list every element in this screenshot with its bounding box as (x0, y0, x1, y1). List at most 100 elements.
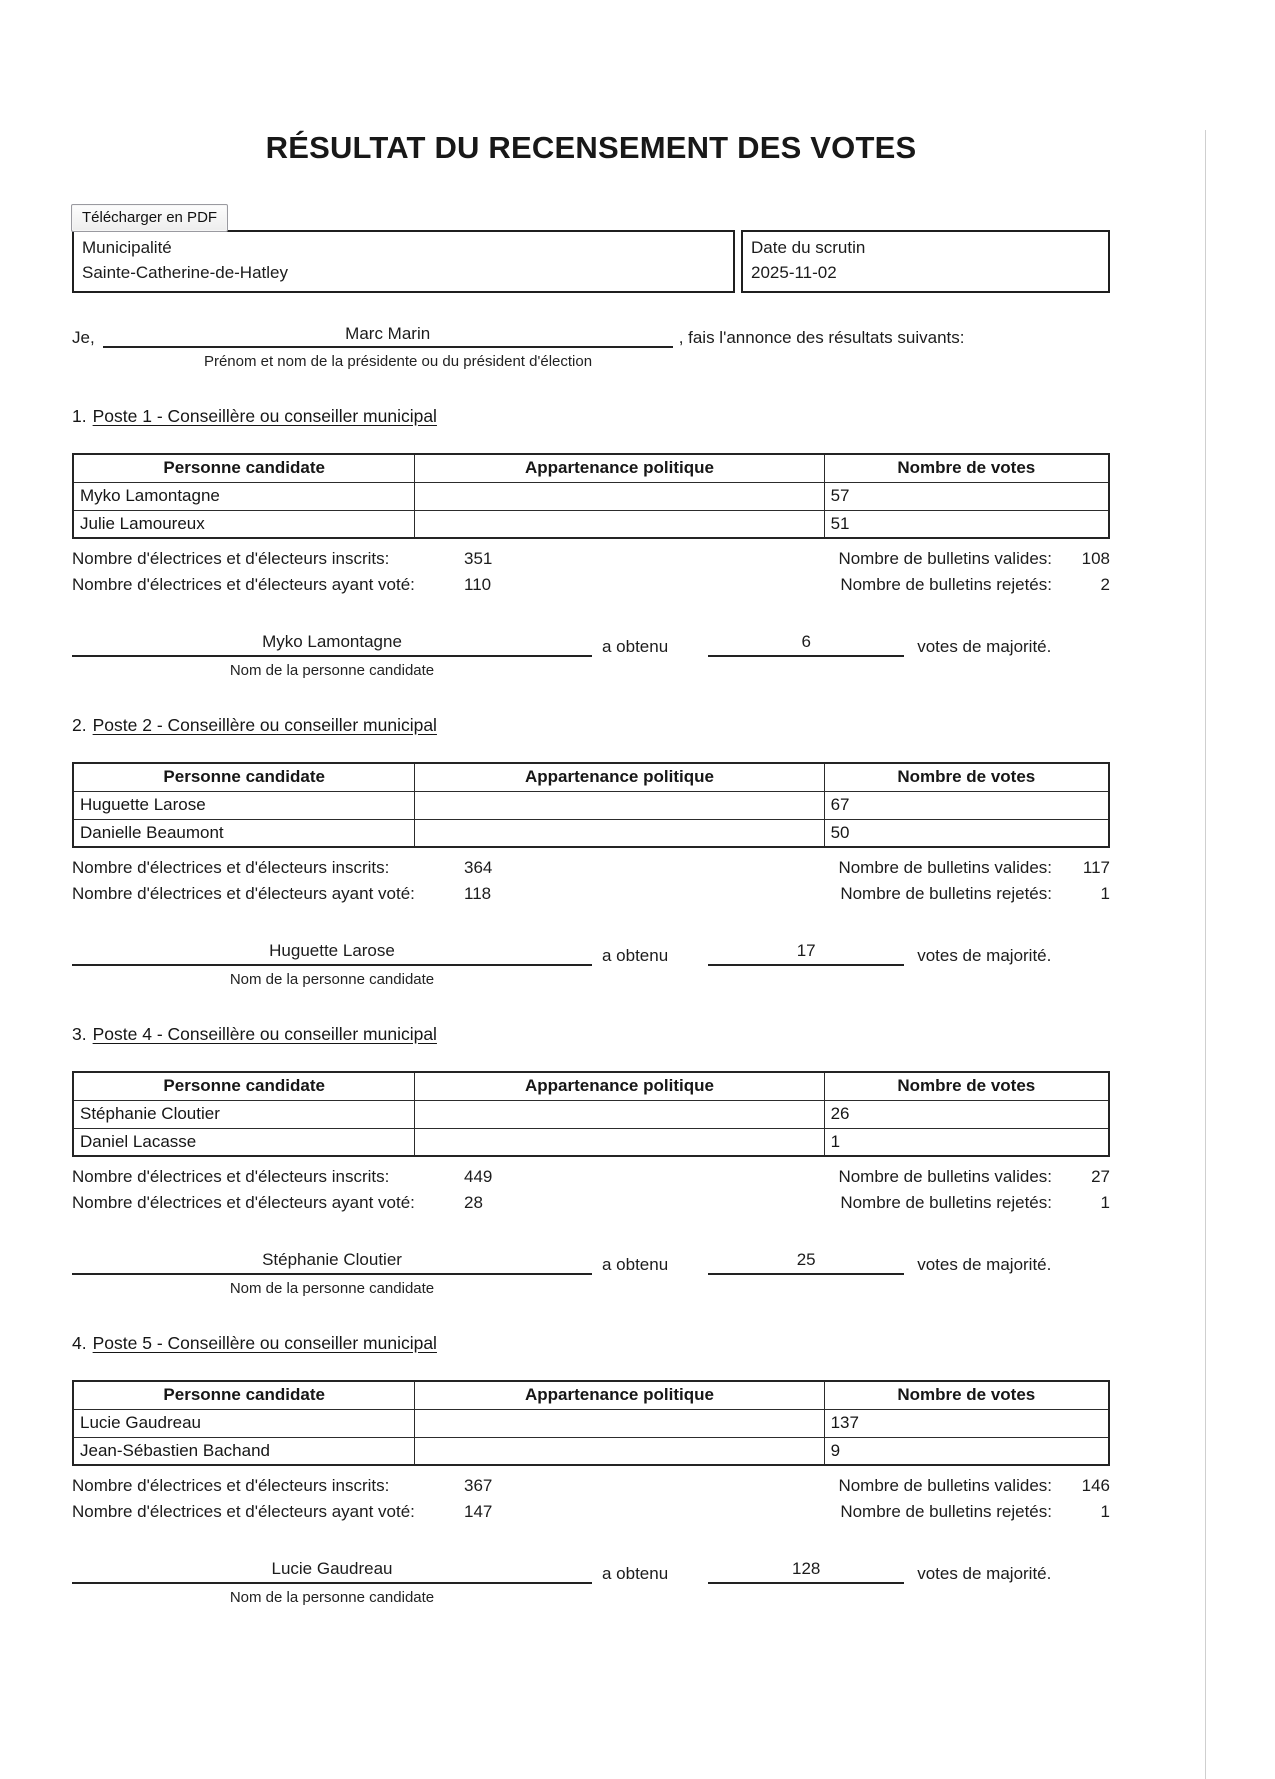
scan-artifact-line (1205, 130, 1206, 1779)
announcement-prefix: Je, (72, 328, 95, 347)
candidate-name: Huguette Larose (72, 790, 416, 820)
president-name-field: Marc Marin (102, 324, 673, 348)
president-name-caption: Prénom et nom de la présidente ou du pré… (203, 353, 593, 370)
candidate-name: Jean-Sébastien Bachand (72, 1436, 416, 1466)
poste-section-4: 4. Poste 5 - Conseillère ou conseiller mu… (72, 1333, 1110, 1606)
table-header-row: Personne candidate Appartenance politiqu… (72, 1380, 1110, 1410)
candidate-name: Stéphanie Cloutier (72, 1099, 416, 1129)
candidate-name: Myko Lamontagne (72, 481, 416, 511)
candidate-votes: 51 (823, 509, 1110, 539)
table-header-row: Personne candidate Appartenance politiqu… (72, 453, 1110, 483)
municipality-box: Municipalité Sainte-Catherine-de-Hatley (72, 230, 735, 293)
candidate-affiliation (414, 818, 825, 848)
table-row: Huguette Larose 67 (72, 790, 1110, 820)
candidate-name-caption: Nom de la personne candidate (229, 1589, 435, 1606)
header-affiliation: Appartenance politique (414, 1380, 825, 1410)
header-candidate: Personne candidate (72, 1380, 416, 1410)
poste-1-number: 1. (72, 406, 87, 426)
rejected-label: Nombre de bulletins rejetés: (840, 575, 1052, 594)
candidate-name-caption: Nom de la personne candidate (229, 971, 435, 988)
poste-1-title: Poste 1 - Conseillère ou conseiller muni… (92, 406, 437, 426)
candidate-votes: 1 (823, 1127, 1110, 1157)
info-boxes: Municipalité Sainte-Catherine-de-Hatley … (72, 230, 1110, 293)
registered-value: 364 (464, 858, 493, 877)
candidate-name: Danielle Beaumont (72, 818, 416, 848)
rejected-value: 1 (1100, 1193, 1110, 1212)
poste-3-table: Personne candidate Appartenance politiqu… (72, 1071, 1110, 1157)
rejected-value: 1 (1100, 1502, 1110, 1521)
valid-label: Nombre de bulletins valides: (838, 1476, 1052, 1495)
poste-2-stats: Nombre d'électrices et d'électeurs inscr… (72, 855, 1110, 907)
voted-label: Nombre d'électrices et d'électeurs ayant… (72, 884, 415, 903)
page-title: RÉSULTAT DU RECENSEMENT DES VOTES (265, 130, 917, 165)
table-header-row: Personne candidate Appartenance politiqu… (72, 1071, 1110, 1101)
registered-label: Nombre d'électrices et d'électeurs inscr… (72, 1167, 390, 1186)
rejected-value: 1 (1100, 884, 1110, 903)
poste-4-heading: 4. Poste 5 - Conseillère ou conseiller mu… (72, 1333, 1110, 1354)
winner-name-field: Stéphanie Cloutier (72, 1250, 592, 1275)
download-pdf-button[interactable]: Télécharger en PDF (71, 204, 229, 232)
poste-2-table: Personne candidate Appartenance politiqu… (72, 762, 1110, 848)
candidate-name: Lucie Gaudreau (72, 1408, 416, 1438)
table-row: Daniel Lacasse 1 (72, 1127, 1110, 1157)
candidate-affiliation (414, 481, 825, 511)
stat-row: Nombre d'électrices et d'électeurs inscr… (72, 1473, 1110, 1499)
candidate-votes: 50 (823, 818, 1110, 848)
majority-label: votes de majorité. (917, 1564, 1052, 1583)
poste-1-heading: 1. Poste 1 - Conseillère ou conseiller mu… (72, 406, 1110, 427)
poste-4-majority: Lucie Gaudreau a obtenu 128 votes de maj… (72, 1559, 1110, 1584)
poste-2-heading: 2. Poste 2 - Conseillère ou conseiller mu… (72, 715, 1110, 736)
winner-name-field: Huguette Larose (72, 941, 592, 966)
header-candidate: Personne candidate (72, 762, 416, 792)
poste-1-table: Personne candidate Appartenance politiqu… (72, 453, 1110, 539)
stat-row: Nombre d'électrices et d'électeurs inscr… (72, 546, 1110, 572)
header-votes: Nombre de votes (823, 453, 1110, 483)
majority-label: votes de majorité. (917, 637, 1052, 656)
majority-label: votes de majorité. (917, 946, 1052, 965)
registered-label: Nombre d'électrices et d'électeurs inscr… (72, 549, 390, 568)
header-candidate: Personne candidate (72, 453, 416, 483)
candidate-votes: 137 (823, 1408, 1110, 1438)
voted-label: Nombre d'électrices et d'électeurs ayant… (72, 1502, 415, 1521)
poste-3-stats: Nombre d'électrices et d'électeurs inscr… (72, 1164, 1110, 1216)
majority-votes-field: 25 (708, 1250, 905, 1275)
winner-name-field: Myko Lamontagne (72, 632, 592, 657)
majority-votes-field: 17 (708, 941, 905, 966)
header-votes: Nombre de votes (823, 1071, 1110, 1101)
candidate-name: Daniel Lacasse (72, 1127, 416, 1157)
poste-2-majority: Huguette Larose a obtenu 17 votes de maj… (72, 941, 1110, 966)
candidate-affiliation (414, 1408, 825, 1438)
poste-section-2: 2. Poste 2 - Conseillère ou conseiller mu… (72, 715, 1110, 988)
poste-3-title: Poste 4 - Conseillère ou conseiller muni… (92, 1024, 437, 1044)
poste-2-title: Poste 2 - Conseillère ou conseiller muni… (92, 715, 437, 735)
candidate-affiliation (414, 1127, 825, 1157)
header-affiliation: Appartenance politique (414, 1071, 825, 1101)
candidate-name-caption: Nom de la personne candidate (229, 1280, 435, 1297)
poste-3-majority: Stéphanie Cloutier a obtenu 25 votes de … (72, 1250, 1110, 1275)
rejected-value: 2 (1100, 575, 1110, 594)
poste-section-3: 3. Poste 4 - Conseillère ou conseiller mu… (72, 1024, 1110, 1297)
header-candidate: Personne candidate (72, 1071, 416, 1101)
poste-2-number: 2. (72, 715, 87, 735)
table-row: Jean-Sébastien Bachand 9 (72, 1436, 1110, 1466)
valid-value: 117 (1082, 858, 1110, 877)
stat-row: Nombre d'électrices et d'électeurs inscr… (72, 1164, 1110, 1190)
poste-3-heading: 3. Poste 4 - Conseillère ou conseiller mu… (72, 1024, 1110, 1045)
obtained-label: a obtenu (602, 946, 669, 965)
municipality-label: Municipalité (82, 238, 172, 257)
voted-value: 110 (464, 575, 492, 594)
valid-label: Nombre de bulletins valides: (838, 858, 1052, 877)
candidate-name-caption: Nom de la personne candidate (229, 662, 435, 679)
table-row: Stéphanie Cloutier 26 (72, 1099, 1110, 1129)
table-row: Danielle Beaumont 50 (72, 818, 1110, 848)
registered-label: Nombre d'électrices et d'électeurs inscr… (72, 858, 390, 877)
candidate-votes: 57 (823, 481, 1110, 511)
table-header-row: Personne candidate Appartenance politiqu… (72, 762, 1110, 792)
candidate-affiliation (414, 790, 825, 820)
poste-4-stats: Nombre d'électrices et d'électeurs inscr… (72, 1473, 1110, 1525)
obtained-label: a obtenu (602, 1255, 669, 1274)
rejected-label: Nombre de bulletins rejetés: (840, 1502, 1052, 1521)
voted-value: 118 (464, 884, 492, 903)
poste-section-1: 1. Poste 1 - Conseillère ou conseiller mu… (72, 406, 1110, 679)
document-page: RÉSULTAT DU RECENSEMENT DES VOTES Munici… (0, 130, 1275, 1606)
